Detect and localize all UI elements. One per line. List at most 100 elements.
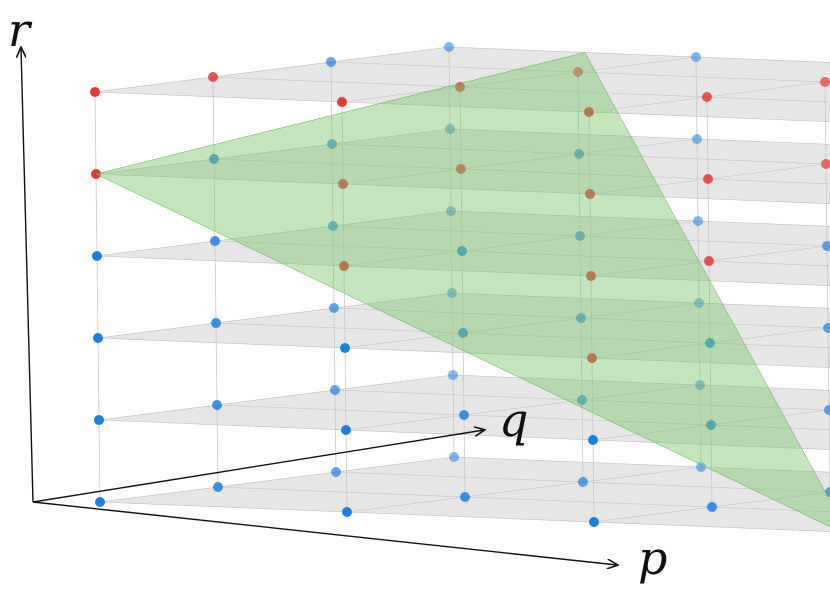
lattice-point-below	[341, 425, 351, 435]
plane-grid-line	[590, 245, 830, 277]
lattice-point-below	[578, 477, 588, 487]
lattice-point-below	[694, 298, 704, 308]
vertical-line	[448, 46, 455, 458]
vertical-line	[212, 76, 219, 488]
lattice-point-above	[455, 82, 465, 92]
lattice-point-above	[339, 261, 349, 271]
plane-grid-line	[334, 389, 830, 411]
vertical-line	[459, 86, 466, 498]
lattice-point-below	[576, 313, 586, 323]
vertical-line	[588, 111, 595, 523]
lattice-point-below	[213, 482, 223, 492]
lattice-point-below	[575, 231, 585, 241]
r-axis	[21, 48, 34, 503]
lattice-point-below	[577, 395, 587, 405]
lattice-point-below	[328, 221, 338, 231]
lattice-point-above	[585, 189, 595, 199]
lattice-point-below	[692, 134, 702, 144]
plane-grid-line	[330, 61, 830, 83]
plane-grid-line	[332, 225, 830, 247]
lattice-point-below	[574, 149, 584, 159]
plane-grid-line	[331, 143, 830, 165]
plane-grid-line	[212, 76, 830, 103]
lattice-point-below	[825, 487, 830, 497]
lattice-point-below	[705, 338, 715, 348]
lattice-point-below	[94, 415, 104, 425]
plane-grid-line	[215, 322, 830, 349]
axes-layer: r q p	[8, 3, 667, 585]
lattice-point-below	[210, 236, 220, 246]
vertical-line	[341, 101, 348, 513]
q-axis-label: q	[499, 393, 528, 447]
vertical-line	[824, 81, 830, 493]
lattice-point-below	[331, 467, 341, 477]
lattice-point-below	[326, 57, 336, 67]
vertical-lines-layer	[94, 46, 830, 523]
lattice-point-above	[90, 87, 100, 97]
lattice-point-above	[704, 256, 714, 266]
lattice-point-above	[703, 174, 713, 184]
lattice-point-below	[822, 241, 830, 251]
lattice-point-below	[93, 333, 103, 343]
plane-grid-line	[592, 409, 830, 441]
lattice-points-layer	[90, 42, 830, 527]
lattice-point-below	[824, 405, 830, 415]
lattice-point-above	[337, 97, 347, 107]
lattice-point-below	[340, 343, 350, 353]
vertical-line	[695, 56, 702, 468]
plane-grid-line	[341, 56, 697, 103]
plane-grid-line	[213, 158, 830, 185]
lattice-point-below	[696, 462, 706, 472]
lattice-point-below	[693, 216, 703, 226]
q-axis	[32, 430, 484, 503]
vertical-line	[330, 61, 337, 473]
lattice-point-above	[702, 92, 712, 102]
plane-grid-line	[589, 163, 830, 195]
lattice-point-above	[821, 159, 830, 169]
lattice-point-below	[823, 323, 830, 333]
p-axis	[32, 501, 617, 565]
lattice-point-below	[444, 42, 454, 52]
separating-plane	[95, 52, 830, 527]
plane-grid-line	[345, 384, 701, 431]
vertical-line	[94, 91, 101, 503]
lattice-point-below	[327, 139, 337, 149]
lattice-point-below	[707, 502, 717, 512]
lattice-point-below	[211, 318, 221, 328]
lattice-point-below	[706, 420, 716, 430]
lattice-point-above	[208, 72, 218, 82]
lattice-point-above	[586, 271, 596, 281]
lattice-point-below	[449, 452, 459, 462]
lattice-point-below	[329, 303, 339, 313]
lattice-point-above	[573, 67, 583, 77]
lattice-point-below	[691, 52, 701, 62]
plane-grid-line	[333, 307, 830, 329]
lattice-point-below	[342, 507, 352, 517]
plane-grid-line	[335, 471, 830, 493]
lattice-point-below	[458, 328, 468, 338]
lattice-point-below	[209, 154, 219, 164]
plane-grid-line	[217, 486, 830, 513]
plane-grid-line	[342, 138, 698, 185]
lattice-point-below	[330, 385, 340, 395]
plane-grid-line	[216, 404, 830, 431]
lattice-point-below	[92, 251, 102, 261]
lattice-point-above	[456, 164, 466, 174]
lattice-point-below	[588, 435, 598, 445]
plane-grid-line	[591, 327, 830, 359]
lattice-point-above	[820, 77, 830, 87]
vertical-line	[706, 96, 713, 508]
lattice-point-below	[212, 400, 222, 410]
lattice-point-above	[584, 107, 594, 117]
lattice-point-below	[448, 370, 458, 380]
lattice-point-below	[457, 246, 467, 256]
lattice-point-above	[587, 353, 597, 363]
lattice-point-below	[695, 380, 705, 390]
plane-grid-line	[593, 491, 830, 523]
plane-grid-line	[344, 302, 700, 349]
lattice-point-below	[95, 497, 105, 507]
p-axis-label: p	[638, 531, 667, 585]
lattice-point-above	[338, 179, 348, 189]
